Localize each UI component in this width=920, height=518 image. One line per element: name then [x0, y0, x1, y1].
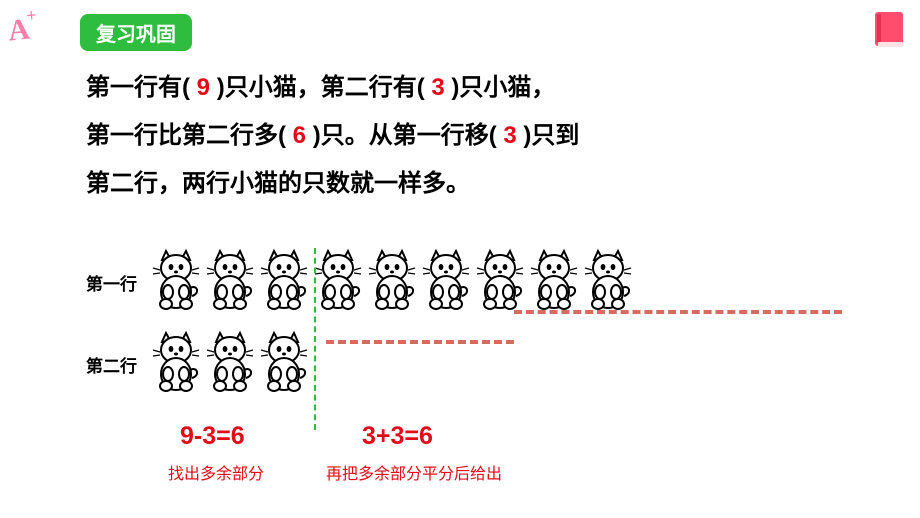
cat-icon	[314, 248, 362, 310]
dash-line-1	[514, 310, 842, 314]
cat-icon	[530, 248, 578, 310]
vertical-divider	[314, 248, 316, 430]
txt: )只。从第一行移(	[306, 122, 503, 149]
answer-1: 9	[197, 74, 210, 101]
cat-icon	[260, 248, 308, 310]
problem-line-1: 第一行有( 9 )只小猫，第二行有( 3 )只小猫，	[86, 64, 880, 112]
problem-line-3: 第二行，两行小猫的只数就一样多。	[86, 160, 880, 208]
txt: )只到	[517, 122, 580, 149]
problem-line-2: 第一行比第二行多( 6 )只。从第一行移( 3 )只到	[86, 112, 880, 160]
caption-1: 找出多余部分	[168, 460, 264, 484]
problem-text: 第一行有( 9 )只小猫，第二行有( 3 )只小猫， 第一行比第二行多( 6 )…	[86, 64, 880, 208]
txt: )只小猫，第二行有(	[210, 74, 431, 101]
dash-line-2	[326, 340, 514, 344]
cat-icon	[368, 248, 416, 310]
answer-3: 6	[293, 122, 306, 149]
cat-icon	[206, 330, 254, 392]
row1-label: 第一行	[86, 270, 137, 295]
cat-icon	[206, 248, 254, 310]
equation-2: 3+3=6	[362, 422, 433, 451]
book-icon	[872, 10, 906, 50]
txt: 第一行比第二行多(	[86, 122, 293, 149]
txt: )只小猫，	[445, 74, 556, 101]
cats-row-2	[152, 330, 308, 392]
pill-label: 复习巩固	[96, 24, 176, 46]
row2-label: 第二行	[86, 352, 137, 377]
cat-icon	[260, 330, 308, 392]
cat-icon	[584, 248, 632, 310]
cat-icon	[152, 248, 200, 310]
review-pill: 复习巩固	[80, 14, 192, 51]
grade-plus: +	[25, 5, 37, 26]
txt: 第一行有(	[86, 74, 197, 101]
equation-1: 9-3=6	[180, 422, 245, 451]
cat-icon	[152, 330, 200, 392]
cat-icon	[476, 248, 524, 310]
caption-2: 再把多余部分平分后给出	[326, 460, 502, 484]
cats-row-1	[152, 248, 632, 310]
answer-2: 3	[431, 74, 444, 101]
grade-badge: A+	[6, 10, 41, 48]
cat-icon	[422, 248, 470, 310]
answer-4: 3	[503, 122, 516, 149]
